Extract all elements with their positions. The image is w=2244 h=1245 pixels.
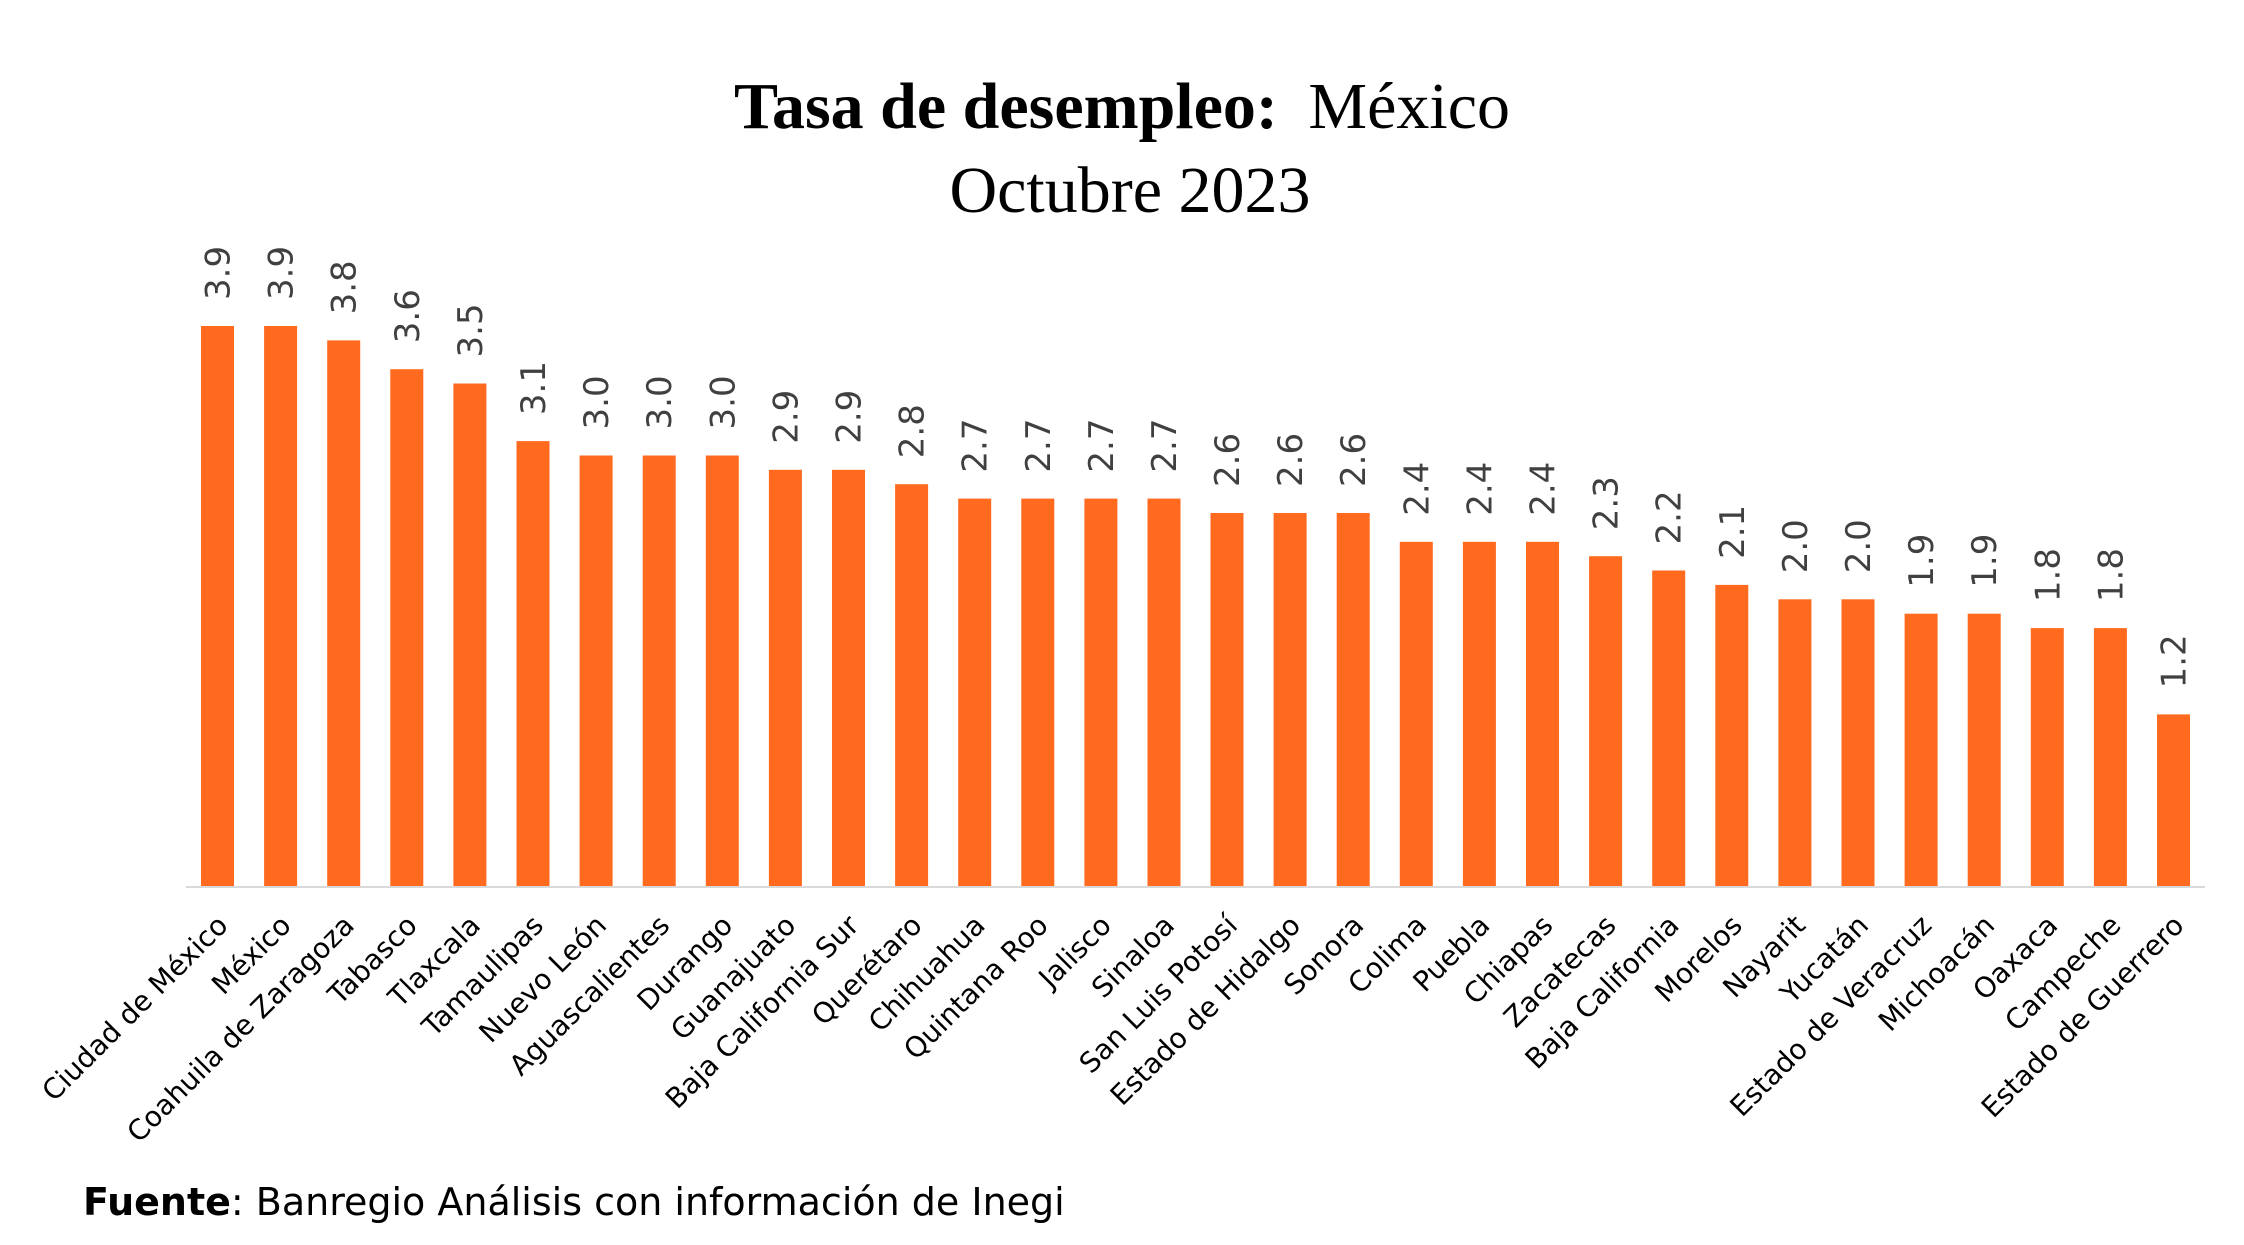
data-label: 2.6	[1208, 433, 1248, 487]
data-label: 1.2	[2155, 634, 2195, 688]
data-label: 2.3	[1587, 476, 1627, 530]
data-label: 2.6	[1271, 433, 1311, 487]
bar	[958, 498, 992, 887]
data-label: 3.9	[262, 246, 302, 300]
value-label-group: 3.9 3.9 3.8 3.6 3.5 3.1 3.0 3.0 3.0 2.9 2.9 2.8 2.7 2…	[199, 246, 2195, 688]
bar	[1589, 556, 1623, 887]
bar	[1652, 570, 1686, 887]
data-label: 2.4	[1397, 462, 1437, 516]
data-label: 2.0	[1776, 519, 1816, 573]
bar	[1147, 498, 1181, 887]
data-label: 1.9	[1902, 534, 1942, 588]
data-label: 3.0	[577, 375, 617, 429]
bar	[1967, 613, 2001, 887]
bar	[642, 455, 676, 887]
data-label: 3.9	[199, 246, 239, 300]
data-label: 2.4	[1460, 462, 1500, 516]
chart-title: Tasa de desempleo: México	[734, 70, 1510, 143]
bar	[264, 326, 298, 887]
data-label: 2.4	[1524, 462, 1564, 516]
data-label: 2.2	[1650, 490, 1690, 544]
bar	[453, 383, 487, 887]
bar	[390, 369, 424, 887]
bar	[1021, 498, 1055, 887]
bar	[895, 484, 929, 887]
data-label: 3.1	[514, 361, 554, 415]
source-label: Fuente	[83, 1180, 231, 1224]
data-label: 2.8	[893, 404, 933, 458]
chart-subtitle: Octubre 2023	[949, 154, 1310, 227]
bar	[1399, 541, 1433, 887]
data-label: 1.8	[2028, 548, 2068, 602]
bar	[768, 469, 802, 887]
data-label: 2.9	[766, 390, 806, 444]
data-label: 2.7	[1019, 419, 1059, 473]
data-label: 2.7	[1145, 419, 1185, 473]
source-text: : Banregio Análisis con información de I…	[230, 1180, 1065, 1224]
source-note: Fuente: Banregio Análisis con informació…	[83, 1180, 1065, 1224]
bar	[832, 469, 865, 887]
bar	[1462, 541, 1496, 887]
bar	[201, 326, 234, 887]
bar	[1210, 513, 1244, 887]
bar	[579, 455, 613, 887]
bar	[1336, 513, 1370, 887]
data-label: 2.1	[1713, 505, 1753, 559]
bar	[1273, 513, 1307, 887]
data-label: 2.7	[956, 419, 996, 473]
data-label: 2.9	[830, 390, 870, 444]
bar	[1084, 498, 1118, 887]
data-label: 2.0	[1839, 519, 1879, 573]
data-label: 3.6	[388, 289, 428, 343]
bar	[1904, 613, 1938, 887]
bar	[1778, 599, 1812, 887]
bar	[1526, 541, 1559, 887]
data-label: 3.0	[703, 375, 743, 429]
bar	[705, 455, 739, 887]
bar-group	[201, 326, 2190, 887]
chart-title-suffix: México	[1308, 70, 1510, 143]
data-label: 3.0	[640, 375, 680, 429]
chart-title-main: Tasa de desempleo:	[734, 70, 1278, 143]
data-label: 1.8	[2091, 548, 2131, 602]
bar	[2030, 628, 2064, 887]
data-label: 3.8	[325, 260, 365, 314]
data-label: 3.5	[451, 303, 491, 357]
bar	[2093, 628, 2127, 887]
bar	[1841, 599, 1875, 887]
bar	[1715, 584, 1749, 887]
bar	[516, 441, 550, 887]
bar	[327, 340, 361, 887]
data-label: 1.9	[1965, 534, 2005, 588]
bar	[2157, 714, 2190, 887]
data-label: 2.7	[1082, 419, 1122, 473]
data-label: 2.6	[1334, 433, 1374, 487]
